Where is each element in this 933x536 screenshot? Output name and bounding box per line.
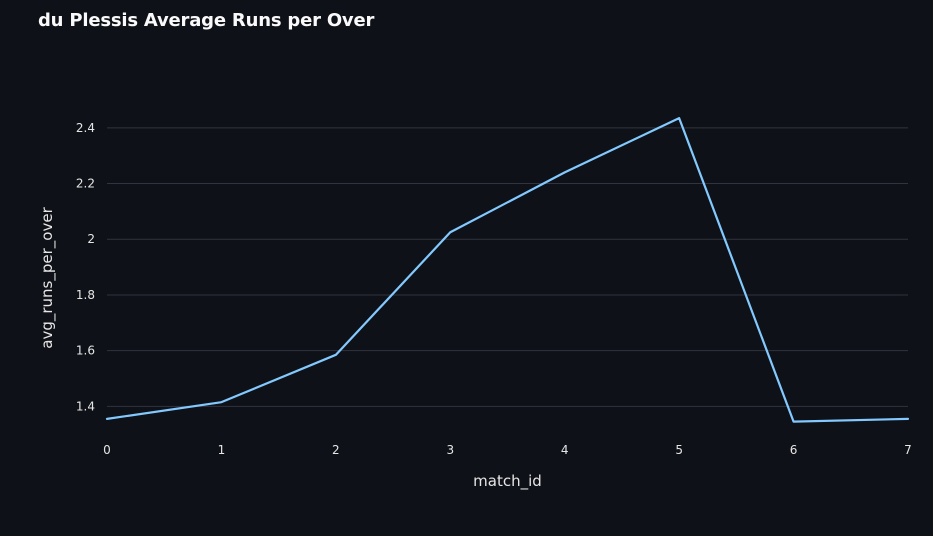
- series-layer: [105, 117, 910, 423]
- y-tick-label: 1.8: [76, 288, 95, 302]
- y-tick-label: 2.2: [76, 177, 95, 191]
- x-tick-label: 2: [332, 443, 340, 457]
- x-tick-label: 5: [675, 443, 683, 457]
- y-axis-title: avg_runs_per_over: [38, 206, 57, 348]
- x-tick-label: 7: [904, 443, 912, 457]
- chart-title: du Plessis Average Runs per Over: [38, 10, 375, 31]
- x-tick-label: 1: [218, 443, 226, 457]
- grid-layer: [107, 127, 908, 407]
- series-line: [105, 117, 910, 423]
- y-tick-label: 2: [87, 232, 95, 246]
- y-tick-label: 1.6: [76, 344, 95, 358]
- y-tick-label: 1.4: [76, 399, 95, 413]
- x-axis-title: match_id: [473, 472, 542, 491]
- x-tick-label: 4: [561, 443, 569, 457]
- y-axis-ticks: 1.4 1.6 1.8 2 2.2 2.4: [76, 121, 95, 413]
- x-tick-label: 6: [790, 443, 798, 457]
- x-tick-label: 3: [446, 443, 454, 457]
- x-tick-label: 0: [103, 443, 111, 457]
- y-tick-label: 2.4: [76, 121, 95, 135]
- x-axis-ticks: 0 1 2 3 4 5 6 7: [103, 443, 912, 457]
